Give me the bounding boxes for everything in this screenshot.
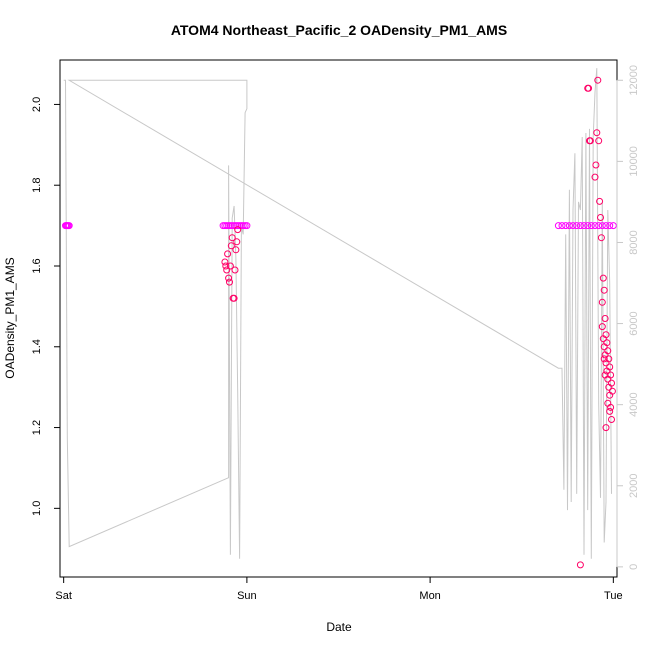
data-point [594,76,602,84]
data-point [224,250,232,258]
data-point [580,222,588,230]
data-point [606,407,614,415]
data-point [65,222,73,230]
data-point [576,561,584,569]
data-point [605,355,613,363]
data-point [584,222,592,230]
y-axis-label: OADensity_PM1_AMS [3,257,17,378]
data-point [233,238,241,246]
x-tick-label: Sun [237,590,257,602]
data-point [226,278,233,286]
data-point [598,323,606,331]
x-tick-label: Sat [55,590,72,602]
chart-title: ATOM4 Northeast_Pacific_2 OADensity_PM1_… [171,22,507,38]
data-point [606,363,614,371]
x-axis: Sat Sun Mon Tue [55,576,623,602]
data-point [593,129,601,137]
data-point [234,226,242,234]
data-point [604,399,612,407]
x-tick-label: Mon [419,590,440,602]
data-point [591,222,599,230]
y-right-tick-label: 12000 [628,65,640,96]
y-left-tick-label: 1.0 [31,501,43,516]
y-right-tick-label: 8000 [628,230,640,254]
y-right-tick-label: 4000 [628,392,640,416]
x-tick-label: Tue [604,590,623,602]
data-point [569,222,577,230]
data-point [239,222,247,230]
y-right-tick-label: 10000 [628,146,640,177]
data-point [565,222,573,230]
data-point [606,222,614,230]
data-point [562,222,570,230]
data-point [602,222,610,230]
y-left-tick-label: 2.0 [31,97,43,112]
data-point [600,286,608,294]
data-point [231,266,239,274]
data-point [604,347,612,355]
data-point [598,298,606,306]
data-point [222,262,230,270]
y-left-tick-label: 1.2 [31,420,43,435]
data-point [608,379,615,387]
data-point [596,197,604,205]
data-point [599,274,607,282]
data-point [586,137,594,145]
data-point [603,339,611,347]
y-right-tick-label: 6000 [628,311,640,335]
y-axis-right: 0 2000 4000 6000 8000 10000 12000 [616,65,640,570]
data-point [601,371,609,379]
data-point [554,222,562,230]
data-point [232,246,240,254]
series-line-right-axis [63,68,612,559]
data-point [595,222,603,230]
x-axis-label: Date [326,620,352,634]
data-point [608,387,616,395]
y-right-tick-label: 0 [628,564,640,570]
data-point [225,274,233,282]
data-point [228,234,236,242]
data-point [573,222,581,230]
data-point [600,355,608,363]
data-point [602,331,610,339]
data-point [243,222,251,230]
data-point [598,222,606,230]
data-point [587,222,595,230]
y-left-tick-label: 1.4 [31,339,43,354]
data-point [221,258,229,266]
y-axis-left: 1.0 1.2 1.4 1.6 1.8 2.0 [31,97,61,516]
data-point [595,137,603,145]
data-point [226,262,234,270]
data-point [602,424,610,432]
data-point [576,222,584,230]
y-right-tick-label: 2000 [628,474,640,498]
data-point [223,266,231,274]
y-left-tick-label: 1.6 [31,258,43,273]
data-point [230,294,238,302]
data-point [558,222,566,230]
data-point [592,161,600,169]
data-point [597,214,604,221]
data-point [597,234,605,242]
data-point [609,222,617,230]
data-point [608,416,615,423]
data-point [585,84,593,92]
data-point [601,315,609,322]
y-left-tick-label: 1.8 [31,178,43,193]
data-point [227,242,235,250]
data-point [591,173,599,181]
